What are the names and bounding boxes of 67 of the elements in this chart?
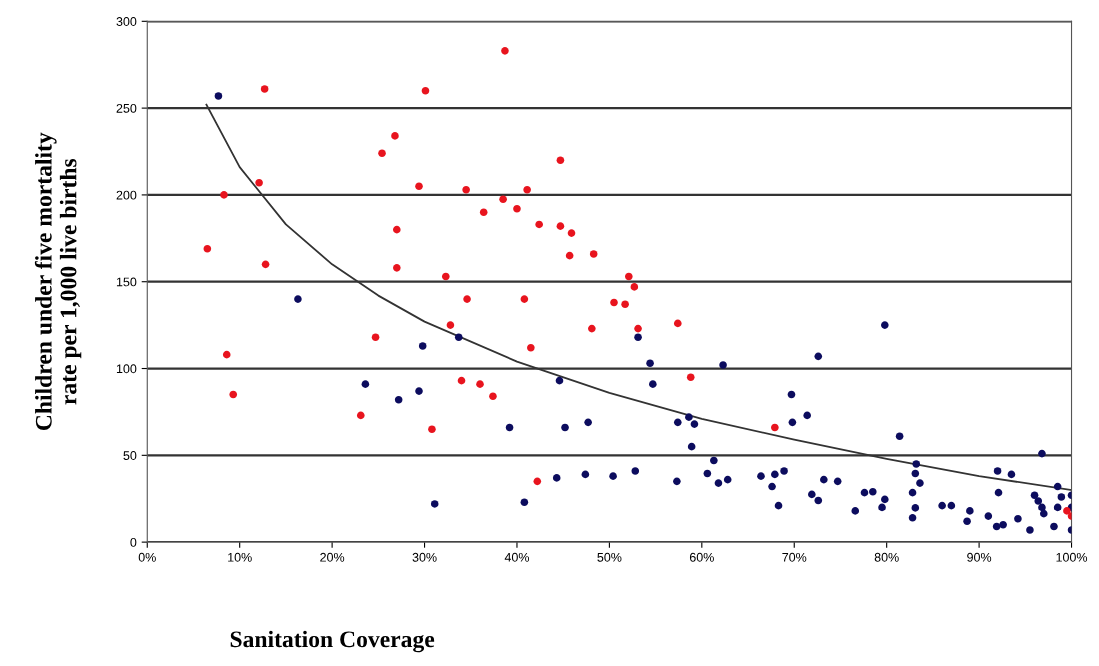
point — [457, 376, 466, 385]
point — [442, 272, 450, 281]
point — [673, 319, 682, 328]
point — [260, 85, 269, 93]
point — [588, 324, 596, 333]
x-tick-label: 70% — [782, 552, 807, 562]
y-tick-label: 150 — [116, 277, 137, 287]
x-tick-label: 90% — [967, 552, 992, 562]
point — [621, 300, 629, 309]
point — [630, 283, 639, 291]
x-tick-label: 30% — [412, 552, 437, 562]
point — [513, 205, 521, 213]
point — [229, 390, 238, 399]
point — [501, 47, 509, 55]
x-tick-label: 50% — [597, 552, 622, 562]
point — [533, 477, 542, 486]
point — [463, 295, 471, 303]
point — [415, 182, 423, 191]
y-tick-label: 100 — [116, 364, 137, 374]
point — [686, 373, 695, 381]
y-axis-title: Children under five mortality rate per 1,000 live births — [34, 132, 82, 430]
point — [527, 343, 535, 352]
point — [610, 298, 618, 307]
point — [220, 191, 228, 199]
x-tick-label: 20% — [320, 552, 345, 562]
point — [203, 244, 212, 253]
point — [391, 132, 399, 140]
y-tick-label: 50 — [123, 451, 137, 460]
point — [556, 222, 565, 230]
point — [421, 86, 430, 95]
point — [479, 208, 488, 217]
y-tick-label: 250 — [116, 103, 137, 113]
point — [565, 251, 574, 260]
point — [371, 333, 380, 342]
point — [771, 423, 779, 432]
x-tick-label: 100% — [1056, 552, 1088, 562]
point — [378, 149, 386, 158]
point — [393, 225, 401, 234]
point — [625, 272, 633, 281]
point — [222, 350, 231, 359]
x-axis-title: Sanitation Coverage — [230, 630, 435, 653]
point — [261, 260, 270, 269]
point — [634, 324, 642, 333]
x-tick-label: 40% — [504, 552, 530, 562]
point — [1063, 507, 1071, 515]
point — [523, 185, 531, 194]
y-tick-label: 300 — [116, 17, 137, 26]
point — [255, 178, 263, 187]
y-tick-label: 200 — [116, 190, 137, 200]
point — [520, 295, 529, 303]
point — [589, 250, 598, 258]
y-tick-label: 0 — [130, 537, 137, 547]
x-tick-label: 60% — [689, 552, 714, 562]
point — [499, 195, 507, 204]
x-tick-label: 80% — [874, 552, 899, 562]
point — [393, 264, 401, 272]
point — [356, 411, 365, 420]
point — [428, 425, 436, 434]
x-tick-label: 0% — [138, 552, 156, 562]
point — [476, 380, 484, 388]
x-tick-label: 10% — [228, 552, 252, 562]
point — [446, 321, 455, 329]
point — [535, 220, 543, 229]
point — [462, 185, 470, 194]
point — [567, 229, 576, 237]
point — [489, 392, 497, 401]
point — [556, 156, 565, 164]
